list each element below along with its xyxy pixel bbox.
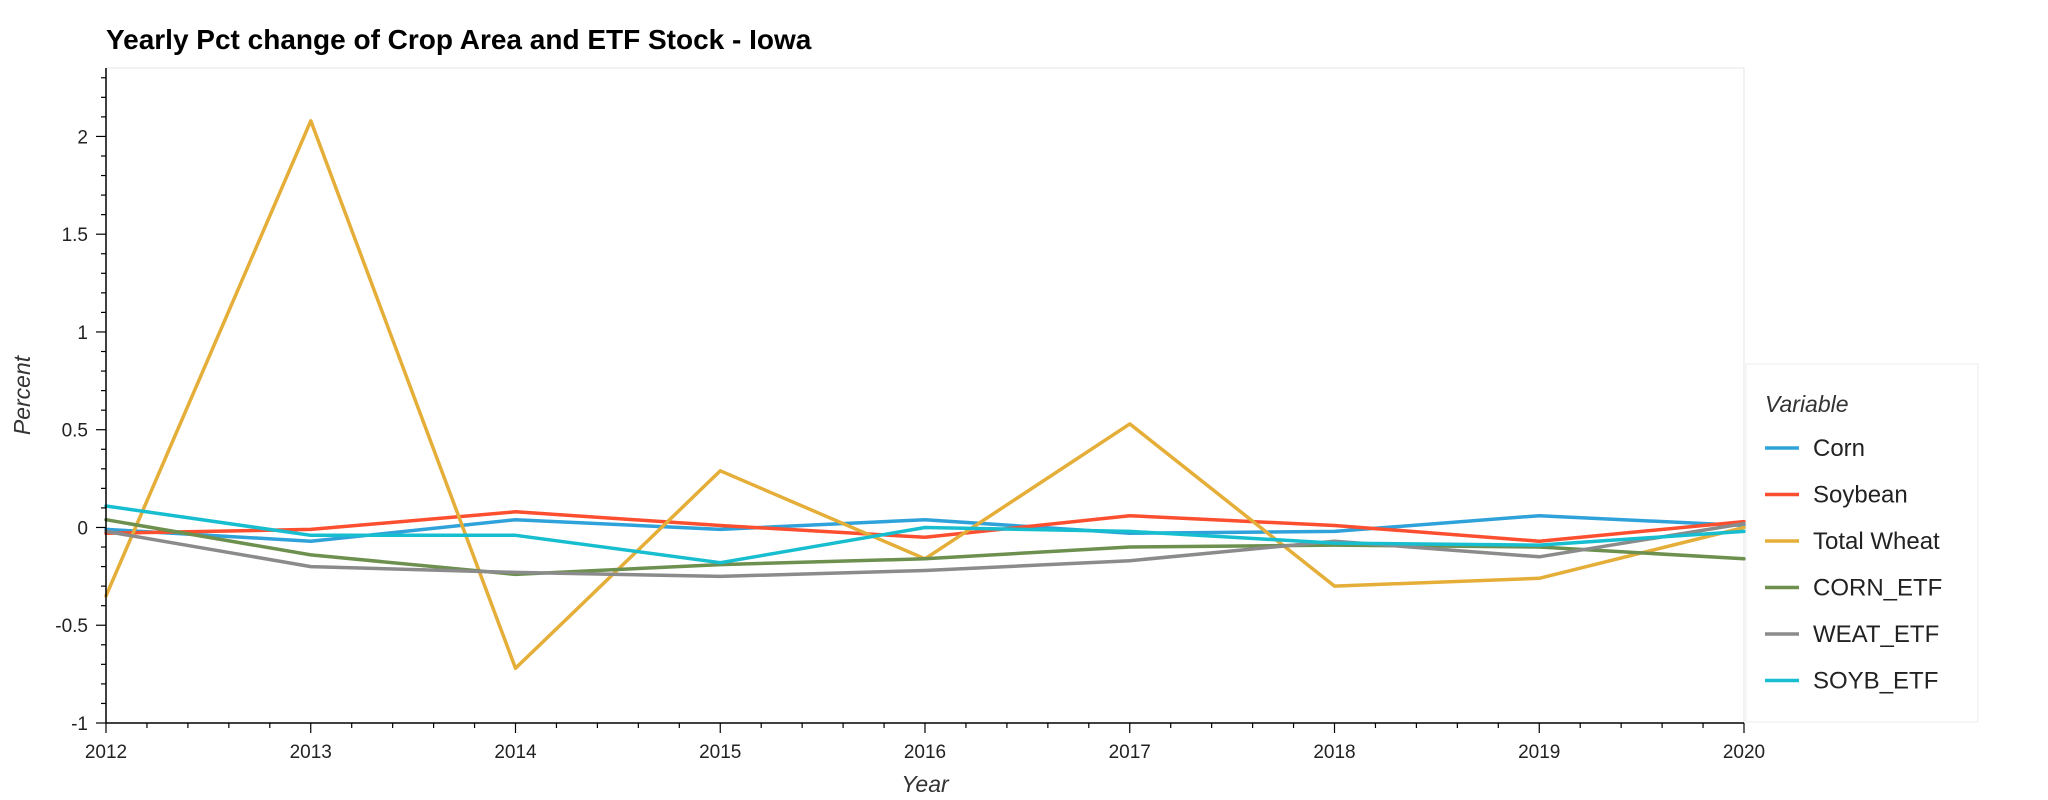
- x-tick-label: 2019: [1518, 742, 1560, 763]
- x-tick-label: 2015: [699, 742, 741, 763]
- chart-title: Yearly Pct change of Crop Area and ETF S…: [106, 24, 812, 55]
- series-line-soybean: [104, 510, 1746, 543]
- legend-label: WEAT_ETF: [1813, 621, 1939, 648]
- legend-label: Corn: [1813, 435, 1865, 462]
- y-tick-label: 1.5: [62, 225, 88, 246]
- x-tick-label: 2017: [1109, 742, 1151, 763]
- legend: Variable Corn Soybean Total Wheat CORN_ETF W…: [1745, 363, 1979, 723]
- y-tick-label: 2: [77, 127, 88, 148]
- x-axis-label: Year: [901, 771, 950, 797]
- y-axis: -1 -0.5 0 0.5 1 1.5 2: [55, 68, 107, 735]
- series-line-soyb-etf: [104, 504, 1746, 565]
- legend-title: Variable: [1765, 391, 1849, 417]
- plot-area: [105, 67, 1745, 724]
- y-tick-label: 0: [77, 518, 88, 539]
- series-line-weat-etf: [104, 521, 1746, 579]
- x-tick-label: 2014: [494, 742, 537, 763]
- legend-label: Soybean: [1813, 482, 1908, 509]
- legend-label: Total Wheat: [1813, 528, 1940, 555]
- x-tick-label: 2018: [1313, 742, 1355, 763]
- y-axis-label: Percent: [9, 354, 35, 435]
- legend-label: SOYB_ETF: [1813, 668, 1938, 695]
- y-tick-label: -1: [71, 714, 88, 735]
- x-tick-label: 2016: [904, 742, 946, 763]
- legend-label: CORN_ETF: [1813, 575, 1942, 602]
- y-tick-label: 0.5: [62, 421, 88, 442]
- x-tick-label: 2013: [290, 742, 332, 763]
- series-layer: [104, 119, 1746, 671]
- legend-items: Corn Soybean Total Wheat CORN_ETF WEAT_ETF SO…: [1765, 435, 1942, 695]
- legend-box: [1745, 363, 1979, 723]
- y-tick-label: 1: [77, 323, 88, 344]
- x-tick-label: 2012: [85, 742, 127, 763]
- y-tick-label: -0.5: [55, 616, 88, 637]
- x-tick-label: 2020: [1723, 742, 1765, 763]
- x-axis: 2012 2013 2014 2015 2016 2017 2018 2019 2020: [85, 722, 1765, 763]
- series-line-corn-etf: [104, 517, 1746, 577]
